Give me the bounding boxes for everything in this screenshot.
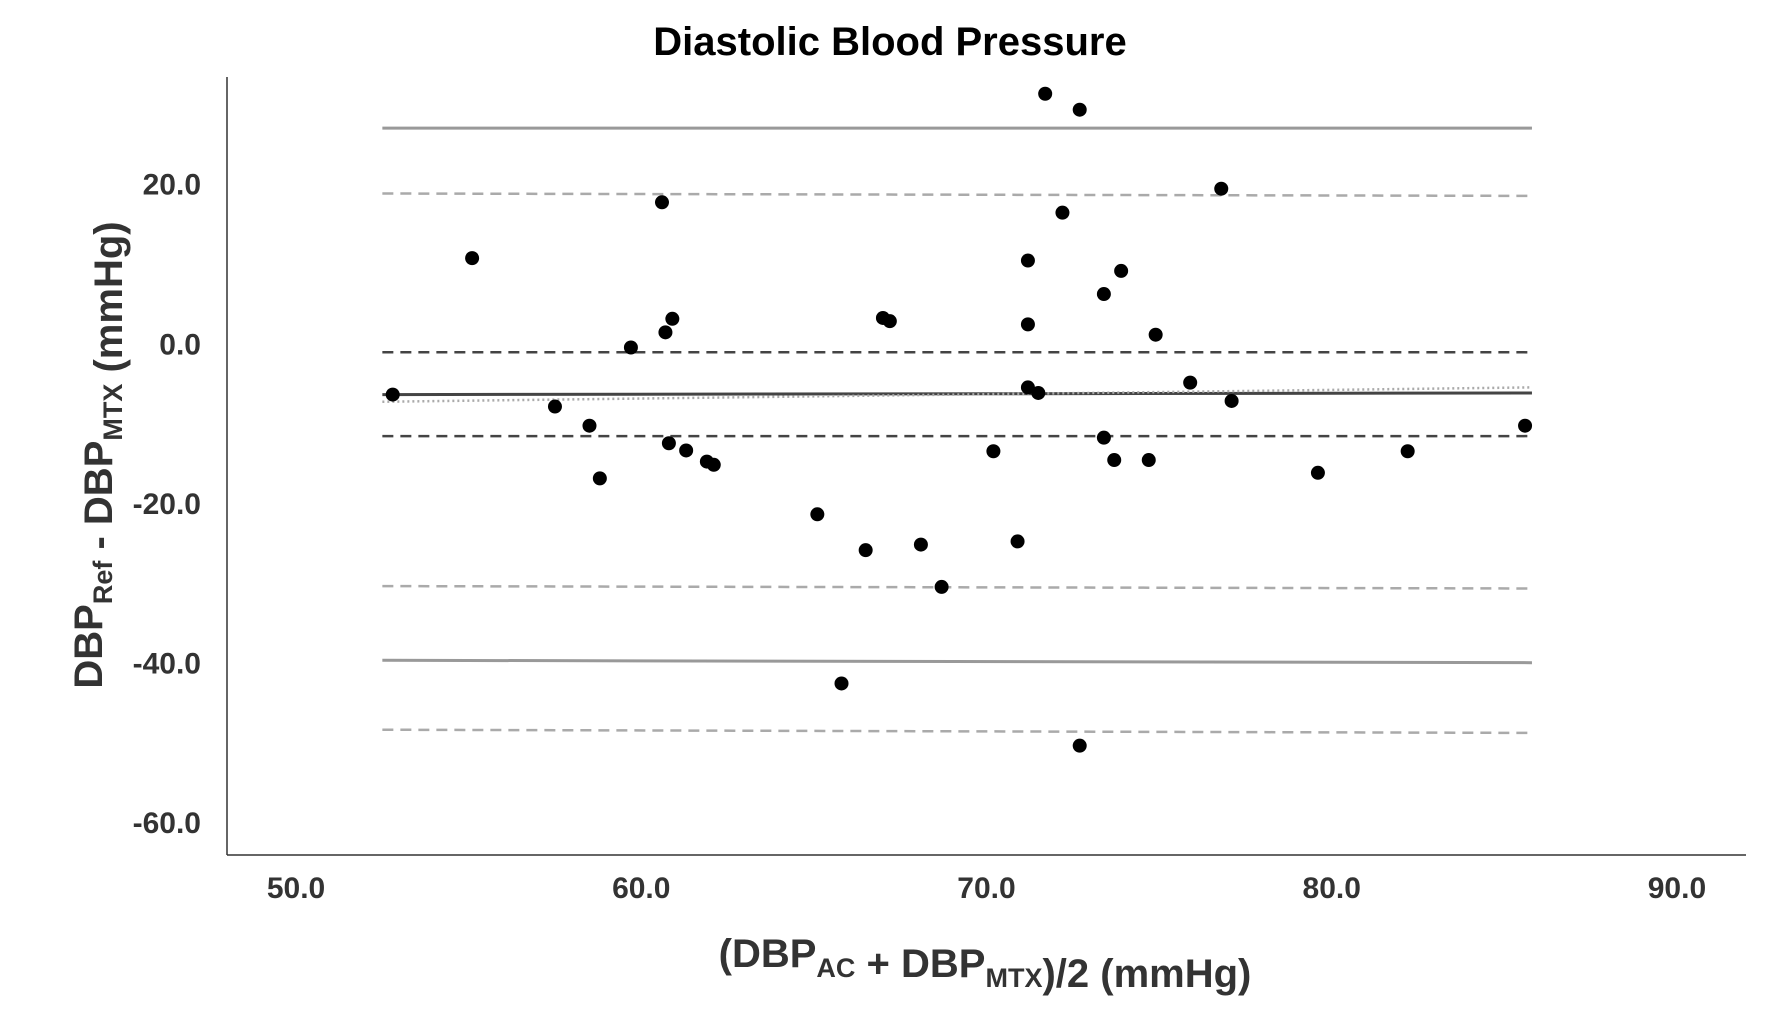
data-point-31: [1096, 430, 1111, 445]
data-point-23: [1020, 317, 1035, 332]
data-point-29: [1072, 738, 1087, 753]
x-axis-title: (DBPAC + DBPMTX)/2 (mmHg): [719, 932, 1252, 996]
data-point-26: [1038, 86, 1053, 101]
data-point-14: [834, 676, 849, 691]
data-point-20: [986, 444, 1001, 459]
data-point-5: [623, 340, 638, 355]
x-tick-label-1: 60.0: [612, 872, 670, 905]
x-tick-label-0: 50.0: [267, 872, 325, 905]
data-point-13: [810, 507, 825, 522]
data-point-15: [858, 543, 873, 558]
data-point-22: [1020, 253, 1035, 268]
data-point-6: [654, 195, 669, 210]
data-point-2: [547, 399, 562, 414]
data-point-17: [882, 314, 897, 329]
reference-line-solid-7: [382, 658, 1532, 665]
data-point-33: [1114, 263, 1129, 278]
data-point-39: [1310, 465, 1325, 480]
data-point-34: [1141, 453, 1156, 468]
data-point-4: [592, 471, 607, 486]
data-point-38: [1224, 393, 1239, 408]
y-tick-label-3: -40.0: [133, 647, 201, 680]
y-tick-label-1: 0.0: [159, 328, 201, 361]
data-point-9: [665, 311, 680, 326]
data-point-3: [582, 418, 597, 433]
y-tick-labels: 20.0 0.0 -20.0 -40.0 -60.0: [133, 169, 201, 840]
reference-line-solid-3: [382, 391, 1532, 397]
data-point-18: [913, 537, 928, 552]
data-point-35: [1148, 327, 1163, 342]
data-point-21: [1010, 534, 1025, 549]
x-tick-label-3: 80.0: [1303, 872, 1361, 905]
y-axis-title: DBPRef - DBPMTX (mmHg): [67, 221, 131, 688]
y-tick-label-2: -20.0: [133, 488, 201, 521]
reference-line-dotted-4: [382, 386, 1532, 404]
x-tick-label-4: 90.0: [1648, 872, 1706, 905]
data-point-32: [1107, 453, 1122, 468]
data-point-7: [658, 325, 673, 340]
data-point-40: [1400, 444, 1415, 459]
data-point-10: [679, 443, 694, 458]
x-tick-label-2: 70.0: [957, 872, 1015, 905]
data-point-12: [706, 457, 721, 472]
chart-title: Diastolic Blood Pressure: [653, 20, 1126, 64]
data-point-37: [1214, 181, 1229, 196]
data-point-30: [1096, 287, 1111, 302]
data-point-27: [1055, 205, 1070, 220]
data-point-8: [661, 436, 676, 451]
data-points: [385, 86, 1533, 753]
reference-lines: [382, 126, 1532, 735]
data-point-25: [1031, 385, 1046, 400]
reference-line-dashed-6: [382, 584, 1532, 590]
y-tick-label-0: 20.0: [143, 169, 201, 202]
y-tick-label-4: -60.0: [133, 807, 201, 840]
x-tick-labels: 50.0 60.0 70.0 80.0 90.0: [267, 872, 1706, 905]
data-point-1: [465, 251, 480, 266]
reference-line-dashed-1: [382, 192, 1532, 198]
data-point-0: [385, 387, 400, 402]
data-point-19: [934, 579, 949, 594]
reference-line-dashed-8: [382, 728, 1532, 735]
data-point-36: [1183, 375, 1198, 390]
data-point-28: [1072, 102, 1087, 117]
data-point-41: [1518, 418, 1533, 433]
data-point-24: [1020, 380, 1035, 395]
